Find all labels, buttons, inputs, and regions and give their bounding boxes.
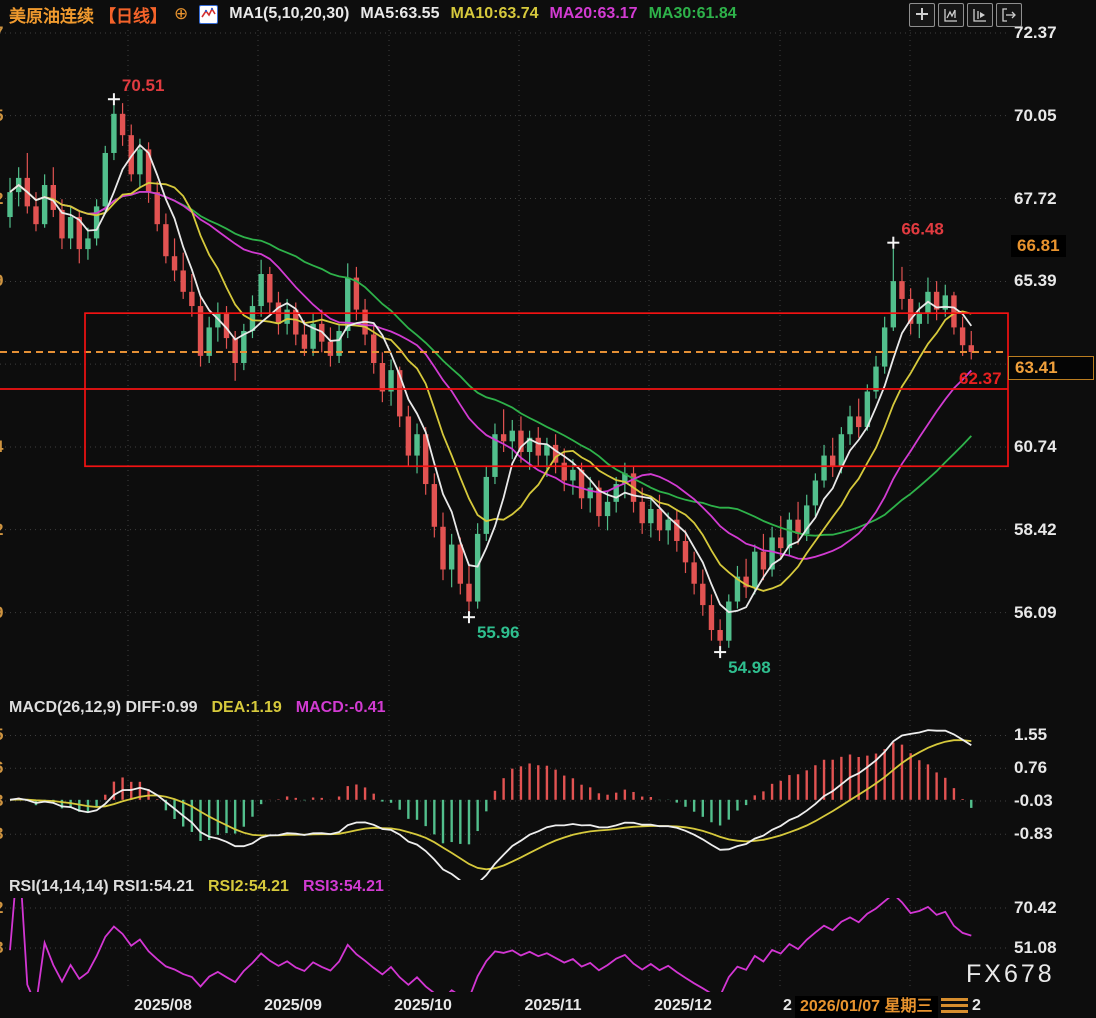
svg-text:54.98: 54.98 bbox=[728, 658, 771, 677]
pan-move-icon[interactable] bbox=[909, 3, 935, 27]
ma30-value: MA30:61.84 bbox=[648, 5, 737, 22]
ma-settings-label[interactable]: MA1(5,10,20,30) bbox=[229, 5, 350, 22]
chart-type-icon[interactable] bbox=[199, 4, 219, 24]
export-right-icon[interactable] bbox=[996, 3, 1022, 27]
rsi3-value: RSI3:54.21 bbox=[302, 878, 384, 895]
svg-text:70.51: 70.51 bbox=[122, 76, 165, 95]
macd-dea-value: DEA:1.19 bbox=[211, 699, 282, 716]
macd-header: MACD(26,12,9) DIFF:0.99 DEA:1.19 MACD:-0… bbox=[9, 699, 386, 717]
ma5-value: MA5:63.55 bbox=[360, 5, 440, 22]
ma10-value: MA10:63.74 bbox=[450, 5, 539, 22]
chart-scale-icon[interactable] bbox=[938, 3, 964, 27]
svg-text:66.48: 66.48 bbox=[901, 220, 944, 239]
macd-title-diff[interactable]: MACD(26,12,9) DIFF:0.99 bbox=[9, 699, 198, 716]
rsi-header: RSI(14,14,14) RSI1:54.21 RSI2:54.21 RSI3… bbox=[9, 878, 384, 896]
macd-macd-value: MACD:-0.41 bbox=[295, 699, 386, 716]
rsi-title-rsi1[interactable]: RSI(14,14,14) RSI1:54.21 bbox=[9, 878, 194, 895]
chart-toolbar bbox=[909, 3, 1022, 27]
chart-play-icon[interactable] bbox=[967, 3, 993, 27]
watermark: FX678 bbox=[966, 960, 1055, 988]
svg-text:55.96: 55.96 bbox=[477, 623, 520, 642]
add-indicator-icon[interactable]: ⊕ bbox=[174, 4, 189, 23]
chart-header: 美原油连续 【日线】 ⊕ MA1(5,10,20,30) MA5:63.55 M… bbox=[0, 0, 737, 28]
ma20-value: MA20:63.17 bbox=[549, 5, 638, 22]
period-label[interactable]: 【日线】 bbox=[99, 6, 167, 26]
symbol-name[interactable]: 美原油连续 bbox=[9, 6, 94, 26]
rsi2-value: RSI2:54.21 bbox=[208, 878, 289, 895]
